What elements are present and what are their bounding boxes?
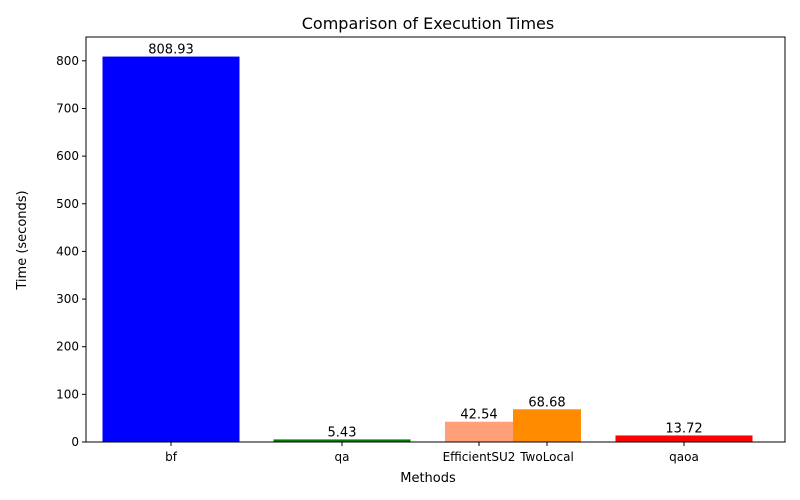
x-tick-label: qa (335, 450, 350, 464)
bar-value-label: 68.68 (528, 395, 565, 410)
y-tick-label: 700 (56, 101, 79, 115)
bar-qa (273, 439, 411, 442)
bar-value-label: 42.54 (460, 408, 497, 423)
plot-frame (85, 36, 786, 443)
y-tick-label: 300 (56, 292, 79, 306)
x-tick-label: TwoLocal (519, 450, 574, 464)
x-tick-label: EfficientSU2 (443, 450, 516, 464)
bar-value-label: 13.72 (665, 421, 702, 436)
y-axis-label: Time (seconds) (15, 190, 30, 290)
y-tick-label: 500 (56, 197, 79, 211)
y-tick-label: 100 (56, 387, 79, 401)
chart-title: Comparison of Execution Times (302, 14, 554, 33)
bar-value-label: 5.43 (328, 425, 357, 440)
bar-bf (102, 56, 240, 443)
y-tick-label: 400 (56, 244, 79, 258)
y-tick-label: 800 (56, 54, 79, 68)
bar-EfficientSU2 (445, 421, 513, 442)
bar-qaoa (615, 435, 753, 442)
x-axis-label: Methods (400, 471, 456, 486)
bar-value-label: 808.93 (148, 43, 194, 58)
x-tick-label: bf (165, 450, 178, 464)
y-tick-label: 600 (56, 149, 79, 163)
bar-TwoLocal (513, 409, 581, 442)
y-tick-label: 200 (56, 340, 79, 354)
y-tick-label: 0 (71, 435, 79, 449)
plot-area: 0 100 200 300 400 500 600 700 800 808.93 bf 5.43 qa 4… (56, 43, 753, 464)
x-tick-label: qaoa (669, 450, 699, 464)
